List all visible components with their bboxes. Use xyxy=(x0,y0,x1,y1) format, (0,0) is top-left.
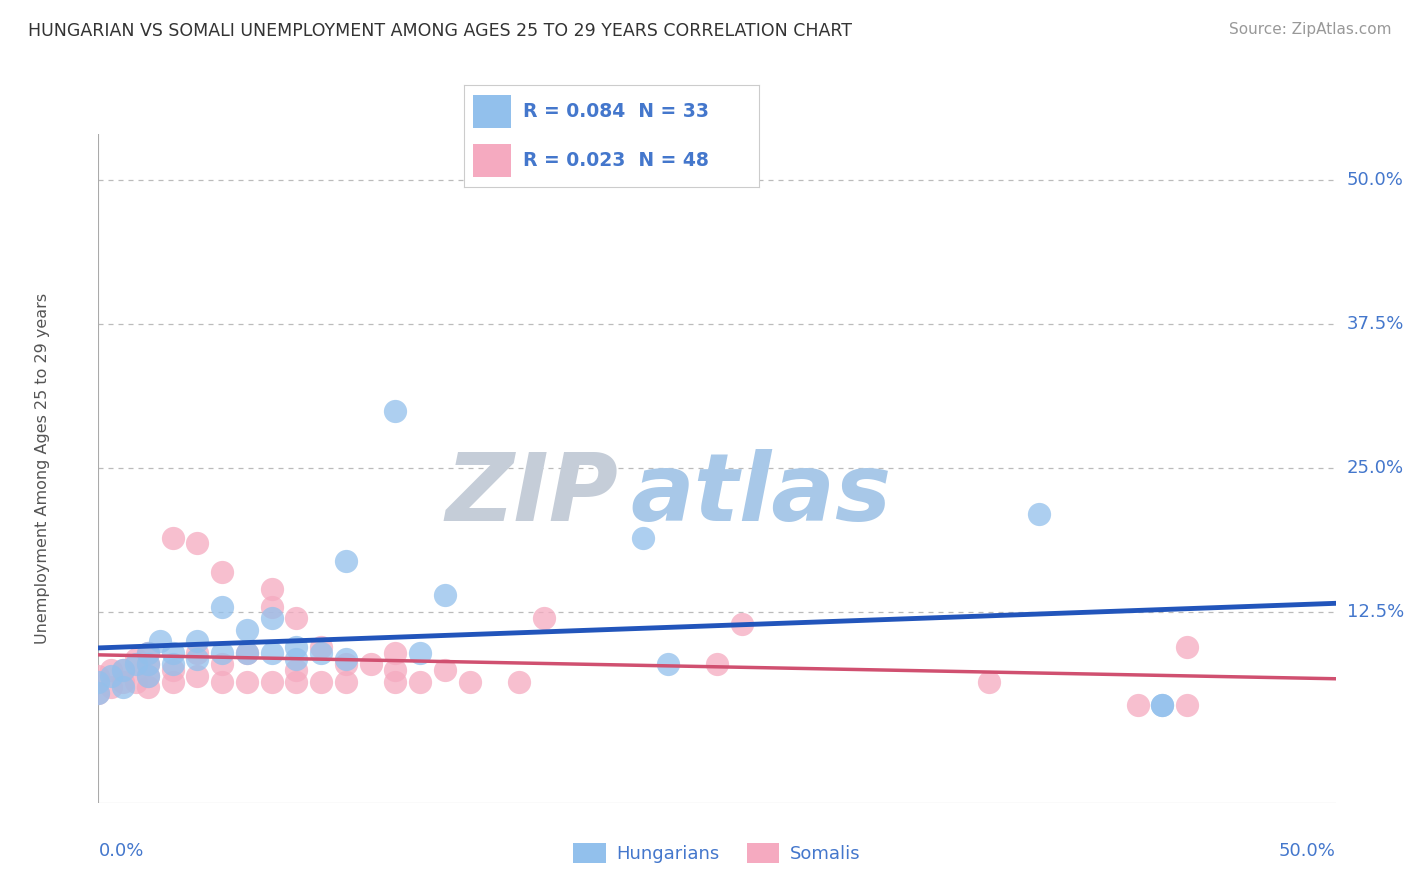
Point xyxy=(260,646,283,660)
Point xyxy=(136,646,159,660)
Point xyxy=(112,663,135,677)
Point xyxy=(384,403,406,417)
Point xyxy=(309,640,332,654)
Point xyxy=(186,669,208,683)
Point xyxy=(285,651,308,665)
Point xyxy=(186,651,208,665)
Text: atlas: atlas xyxy=(630,449,891,541)
Point xyxy=(100,663,122,677)
Bar xyxy=(472,145,512,177)
Point xyxy=(162,663,184,677)
Point xyxy=(136,681,159,695)
Text: HUNGARIAN VS SOMALI UNEMPLOYMENT AMONG AGES 25 TO 29 YEARS CORRELATION CHART: HUNGARIAN VS SOMALI UNEMPLOYMENT AMONG A… xyxy=(28,22,852,40)
Point xyxy=(87,686,110,700)
Point xyxy=(335,674,357,689)
Point xyxy=(236,646,259,660)
Text: R = 0.084  N = 33: R = 0.084 N = 33 xyxy=(523,102,709,121)
Bar xyxy=(472,95,512,128)
Point xyxy=(100,669,122,683)
Point xyxy=(236,646,259,660)
Point xyxy=(136,657,159,672)
Point xyxy=(335,553,357,567)
Point xyxy=(211,657,233,672)
Point xyxy=(533,611,555,625)
Point xyxy=(136,646,159,660)
Point xyxy=(260,611,283,625)
Point xyxy=(631,531,654,545)
Point xyxy=(309,674,332,689)
Point xyxy=(124,674,146,689)
Text: 50.0%: 50.0% xyxy=(1279,842,1336,860)
Point xyxy=(335,651,357,665)
Text: ZIP: ZIP xyxy=(446,449,619,541)
Point xyxy=(211,599,233,614)
Point xyxy=(1175,698,1198,712)
Point xyxy=(360,657,382,672)
Point xyxy=(508,674,530,689)
Point xyxy=(112,663,135,677)
Text: Unemployment Among Ages 25 to 29 years: Unemployment Among Ages 25 to 29 years xyxy=(35,293,51,644)
Text: 37.5%: 37.5% xyxy=(1347,315,1405,333)
Point xyxy=(433,663,456,677)
Point xyxy=(211,674,233,689)
Point xyxy=(409,646,432,660)
Point xyxy=(211,646,233,660)
Point xyxy=(1175,640,1198,654)
Point xyxy=(124,657,146,672)
Point xyxy=(87,686,110,700)
Text: 0.0%: 0.0% xyxy=(98,842,143,860)
Point xyxy=(384,663,406,677)
Point xyxy=(162,646,184,660)
Point xyxy=(285,663,308,677)
Point xyxy=(260,599,283,614)
Text: R = 0.023  N = 48: R = 0.023 N = 48 xyxy=(523,151,709,170)
Point xyxy=(136,669,159,683)
Point xyxy=(236,674,259,689)
Point xyxy=(260,582,283,597)
Point xyxy=(285,674,308,689)
Point xyxy=(136,669,159,683)
Point xyxy=(112,681,135,695)
Point xyxy=(100,681,122,695)
Text: 12.5%: 12.5% xyxy=(1347,604,1405,622)
Point xyxy=(657,657,679,672)
Point xyxy=(136,657,159,672)
Point xyxy=(1126,698,1149,712)
Point xyxy=(87,674,110,689)
Point xyxy=(285,640,308,654)
Point xyxy=(211,565,233,579)
Point xyxy=(731,617,754,632)
Point xyxy=(309,646,332,660)
Point xyxy=(260,674,283,689)
Point xyxy=(285,611,308,625)
Point xyxy=(1028,508,1050,522)
Point xyxy=(458,674,481,689)
Point xyxy=(384,674,406,689)
Point xyxy=(149,634,172,648)
Point xyxy=(979,674,1001,689)
Point xyxy=(1152,698,1174,712)
Point xyxy=(112,674,135,689)
Point xyxy=(162,674,184,689)
Point xyxy=(1152,698,1174,712)
Text: 50.0%: 50.0% xyxy=(1347,171,1403,189)
Legend: Hungarians, Somalis: Hungarians, Somalis xyxy=(567,836,868,871)
Point xyxy=(236,623,259,637)
Point xyxy=(124,651,146,665)
Point xyxy=(409,674,432,689)
Text: 25.0%: 25.0% xyxy=(1347,459,1405,477)
Point xyxy=(186,536,208,550)
Point xyxy=(87,669,110,683)
Point xyxy=(384,646,406,660)
Point xyxy=(706,657,728,672)
Point xyxy=(162,657,184,672)
Point xyxy=(162,531,184,545)
Point xyxy=(433,588,456,602)
Text: Source: ZipAtlas.com: Source: ZipAtlas.com xyxy=(1229,22,1392,37)
Point xyxy=(335,657,357,672)
Point xyxy=(186,634,208,648)
Point xyxy=(186,646,208,660)
